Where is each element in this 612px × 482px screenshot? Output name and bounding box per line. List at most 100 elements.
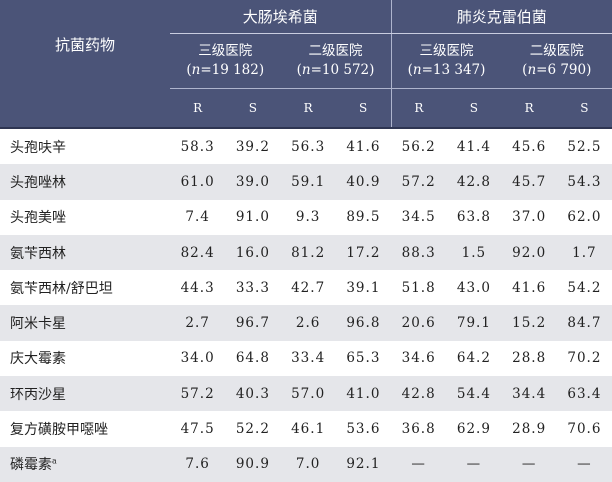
value-cell: 46.1 [280, 411, 336, 447]
value-cell: 42.8 [446, 164, 502, 200]
value-cell: 7.0 [280, 446, 336, 482]
rs-header: S [556, 88, 612, 129]
value-cell: 81.2 [280, 234, 336, 271]
value-cell: 41.6 [335, 128, 392, 165]
value-cell: 2.7 [170, 305, 226, 341]
drug-name: 氨苄西林 [10, 245, 66, 262]
drug-name: 复方磺胺甲噁唑 [10, 422, 108, 439]
value-cell: 9.3 [280, 199, 336, 235]
hospital-level: 三级医院 [419, 43, 474, 59]
value-cell: 16.0 [225, 234, 281, 271]
drug-name-cell: 庆大霉素 [0, 340, 170, 377]
value-cell: 41.0 [335, 376, 392, 412]
value-cell: 45.6 [501, 128, 557, 165]
table-row: 氨苄西林 82.4 16.0 81.2 17.2 88.3 1.5 92.0 1.7 [0, 234, 612, 271]
value-cell: 7.6 [170, 446, 226, 482]
value-cell: 34.5 [391, 199, 447, 235]
sample-size-value: =13 347 [421, 62, 481, 78]
drug-name: 头孢美唑 [10, 210, 66, 227]
drug-name-cell: 头孢美唑 [0, 199, 170, 235]
sample-size: (n=10 572) [296, 62, 375, 78]
hospital-level: 三级医院 [198, 43, 253, 59]
table-body: 头孢呋辛 58.3 39.2 56.3 41.6 56.2 41.4 45.6 52.5 头孢唑林… [0, 128, 612, 482]
value-cell: 52.2 [225, 411, 281, 447]
value-cell: 39.1 [335, 270, 392, 306]
value-cell: 62.0 [556, 199, 612, 235]
value-cell: 70.2 [556, 340, 612, 377]
value-cell: 41.4 [446, 128, 502, 165]
value-cell: 42.7 [280, 270, 336, 306]
group-header-ecoli: 大肠埃希菌 [170, 0, 392, 34]
value-cell: 52.5 [556, 128, 612, 165]
drug-name: 环丙沙星 [10, 386, 66, 403]
value-cell: 17.2 [335, 234, 392, 271]
sample-size-symbol: n [191, 62, 201, 78]
sample-size-value: =10 572 [310, 62, 370, 78]
value-cell: 65.3 [335, 340, 392, 377]
value-cell: 43.0 [446, 270, 502, 306]
value-cell: — [391, 446, 447, 482]
sample-size: (n=13 347) [407, 62, 486, 78]
value-cell: 90.9 [225, 446, 281, 482]
value-cell: 7.4 [170, 199, 226, 235]
value-cell: 34.6 [391, 340, 447, 377]
value-cell: 64.2 [446, 340, 502, 377]
hospital-header: 二级医院 (n=10 572) [280, 33, 392, 89]
sample-size-value: =6 790 [536, 62, 587, 78]
value-cell: 53.6 [335, 411, 392, 447]
value-cell: 89.5 [335, 199, 392, 235]
value-cell: 1.7 [556, 234, 612, 271]
value-cell: 15.2 [501, 305, 557, 341]
value-cell: 54.2 [556, 270, 612, 306]
drug-name-cell: 氨苄西林 [0, 234, 170, 271]
drug-name-cell: 头孢呋辛 [0, 128, 170, 165]
table-row: 阿米卡星 2.7 96.7 2.6 96.8 20.6 79.1 15.2 84.7 [0, 305, 612, 341]
value-cell: — [556, 446, 612, 482]
value-cell: 33.3 [225, 270, 281, 306]
hospital-level: 二级医院 [308, 43, 363, 59]
value-cell: 84.7 [556, 305, 612, 341]
value-cell: 42.8 [391, 376, 447, 412]
value-cell: 82.4 [170, 234, 226, 271]
value-cell: 96.7 [225, 305, 281, 341]
table-row: 复方磺胺甲噁唑 47.5 52.2 46.1 53.6 36.8 62.9 28.9 70.6 [0, 411, 612, 447]
value-cell: 79.1 [446, 305, 502, 341]
value-cell: 33.4 [280, 340, 336, 377]
value-cell: 39.2 [225, 128, 281, 165]
value-cell: 57.2 [170, 376, 226, 412]
value-cell: 91.0 [225, 199, 281, 235]
table-header: 抗菌药物 大肠埃希菌 肺炎克雷伯菌 三级医院 (n=19 182) 二级医院 (… [0, 0, 612, 129]
value-cell: 63.8 [446, 199, 502, 235]
value-cell: 40.9 [335, 164, 392, 200]
drug-name: 头孢呋辛 [10, 139, 66, 156]
sample-size: (n=19 182) [186, 62, 265, 78]
value-cell: — [501, 446, 557, 482]
footnote-marker: a [52, 456, 57, 466]
table-row: 氨苄西林/舒巴坦 44.3 33.3 42.7 39.1 51.8 43.0 41.6 54.2 [0, 270, 612, 306]
drug-column-spacer [0, 88, 170, 129]
drug-name: 庆大霉素 [10, 351, 66, 368]
table-row: 磷霉素a 7.6 90.9 7.0 92.1— — — — [0, 446, 612, 482]
value-cell: 45.7 [501, 164, 557, 200]
value-cell: 28.9 [501, 411, 557, 447]
table-row: 头孢美唑 7.4 91.0 9.3 89.5 34.5 63.8 37.0 62.0 [0, 199, 612, 235]
value-cell: 56.2 [391, 128, 447, 165]
drug-name: 氨苄西林/舒巴坦 [10, 280, 113, 297]
hospital-header: 三级医院 (n=19 182) [170, 33, 281, 89]
table-row: 环丙沙星 57.2 40.3 57.0 41.0 42.8 54.4 34.4 63.4 [0, 376, 612, 412]
rs-header: R [501, 88, 557, 129]
value-cell: 34.0 [170, 340, 226, 377]
value-cell: 44.3 [170, 270, 226, 306]
drug-name-cell: 环丙沙星 [0, 376, 170, 412]
drug-name: 头孢唑林 [10, 174, 66, 191]
group-header-kpneumoniae: 肺炎克雷伯菌 [390, 0, 612, 34]
value-cell: 64.8 [225, 340, 281, 377]
drug-name: 阿米卡星 [10, 316, 66, 333]
sample-size-value: =19 182 [200, 62, 259, 78]
table-row: 头孢呋辛 58.3 39.2 56.3 41.6 56.2 41.4 45.6 52.5 [0, 128, 612, 165]
value-cell: 61.0 [170, 164, 226, 200]
rs-header: R [390, 88, 447, 129]
table-row: 庆大霉素 34.0 64.8 33.4 65.3 34.6 64.2 28.8 70.2 [0, 340, 612, 377]
sample-size: (n=6 790) [522, 62, 592, 78]
